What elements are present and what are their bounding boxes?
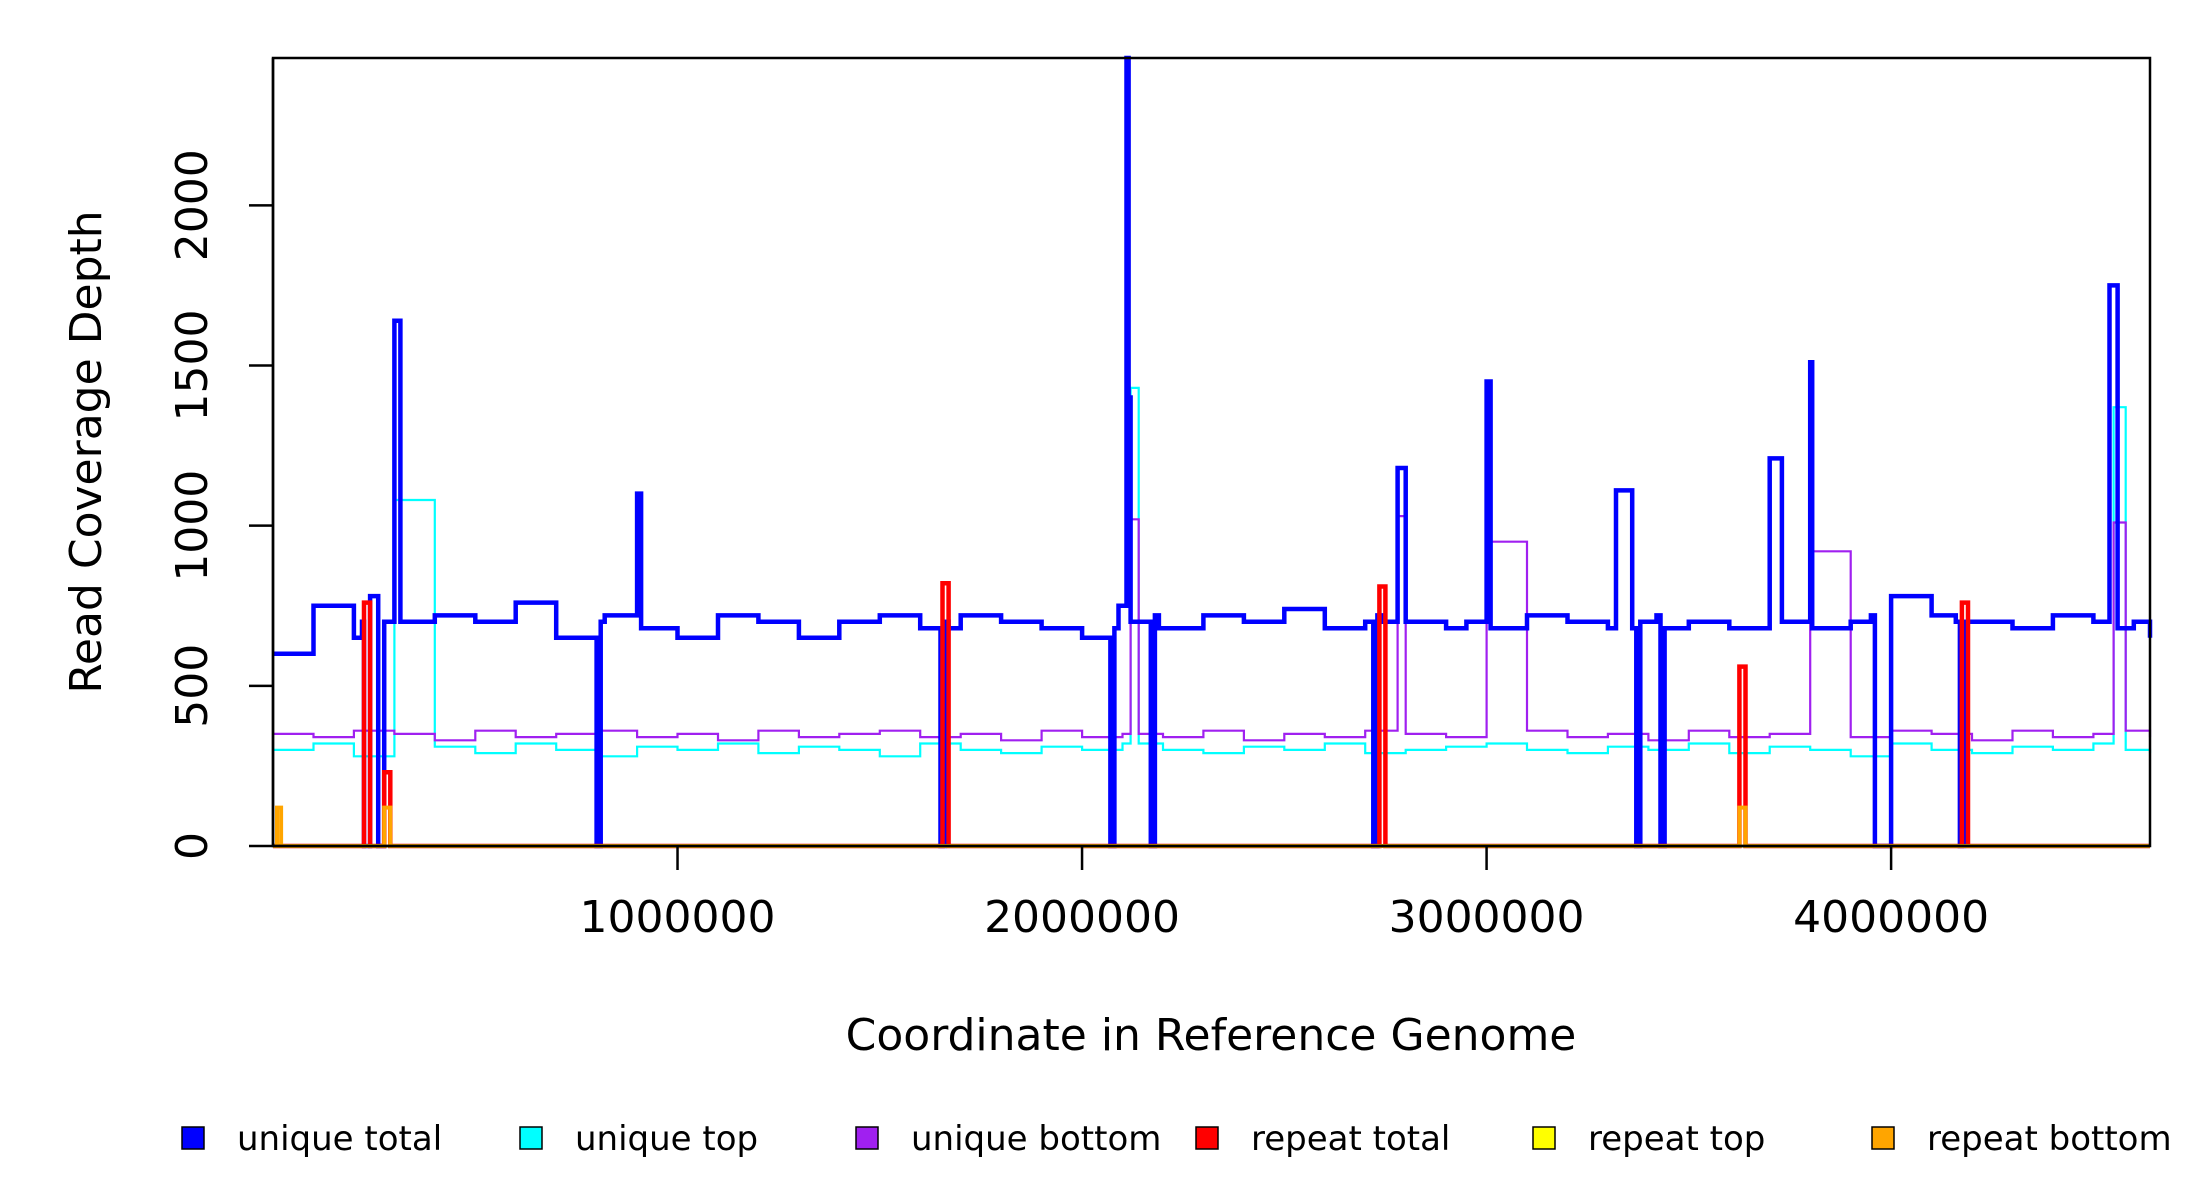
x-tick-label: 3000000 xyxy=(1389,892,1585,943)
legend-label-repeat-bottom: repeat bottom xyxy=(1927,1119,2172,1159)
legend-swatch-unique-bottom xyxy=(855,1126,879,1150)
y-tick-label: 1500 xyxy=(167,310,218,422)
legend-swatch-unique-top xyxy=(519,1126,543,1150)
legend-label-unique-bottom: unique bottom xyxy=(911,1119,1161,1159)
legend-label-repeat-total: repeat total xyxy=(1251,1119,1450,1159)
y-tick-label: 0 xyxy=(167,832,218,860)
legend-label-unique-total: unique total xyxy=(237,1119,442,1159)
legend-label-unique-top: unique top xyxy=(575,1119,758,1159)
x-tick-label: 4000000 xyxy=(1793,892,1989,943)
legend: unique total unique top unique bottom repea… xyxy=(181,1119,2172,1159)
y-tick-label: 1000 xyxy=(167,470,218,582)
x-axis-ticks: 1000000 2000000 3000000 4000000 xyxy=(580,846,1989,943)
legend-swatch-repeat-total xyxy=(1195,1126,1219,1150)
x-tick-label: 2000000 xyxy=(984,892,1180,943)
legend-label-repeat-top: repeat top xyxy=(1588,1119,1765,1159)
legend-swatch-repeat-top xyxy=(1532,1126,1556,1150)
y-tick-label: 500 xyxy=(167,644,218,728)
y-tick-label: 2000 xyxy=(167,149,218,261)
legend-swatch-repeat-bottom xyxy=(1871,1126,1895,1150)
x-axis-title: Coordinate in Reference Genome xyxy=(846,1010,1577,1061)
series-line-repeat-bottom xyxy=(273,805,2150,848)
y-axis-ticks: 0 500 1000 1500 2000 xyxy=(167,149,273,860)
legend-swatch-unique-total xyxy=(181,1126,205,1150)
y-axis-title: Read Coverage Depth xyxy=(61,210,112,693)
x-tick-label: 1000000 xyxy=(580,892,776,943)
